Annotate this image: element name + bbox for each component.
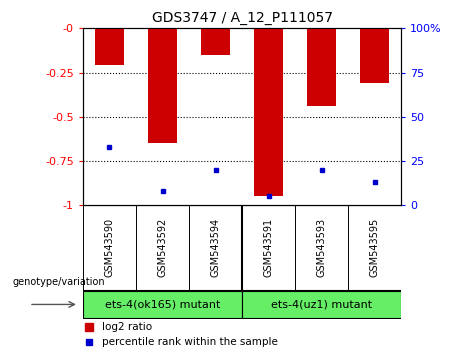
Bar [242, 291, 401, 318]
Text: percentile rank within the sample: percentile rank within the sample [102, 337, 278, 348]
Bar [360, 28, 389, 83]
Text: GSM543592: GSM543592 [158, 218, 167, 278]
Bar [148, 28, 177, 143]
Text: GSM543594: GSM543594 [211, 218, 220, 278]
Text: ets-4(uz1) mutant: ets-4(uz1) mutant [271, 299, 372, 309]
Title: GDS3747 / A_12_P111057: GDS3747 / A_12_P111057 [152, 11, 332, 24]
Text: genotype/variation: genotype/variation [12, 277, 105, 287]
Text: log2 ratio: log2 ratio [102, 321, 152, 332]
Bar [201, 28, 230, 55]
Bar [307, 28, 336, 106]
Text: GSM543593: GSM543593 [317, 218, 326, 278]
Text: GSM543591: GSM543591 [264, 218, 273, 278]
Text: GSM543595: GSM543595 [370, 218, 379, 278]
Bar [254, 28, 283, 196]
Text: GSM543590: GSM543590 [105, 218, 114, 278]
Text: ets-4(ok165) mutant: ets-4(ok165) mutant [105, 299, 220, 309]
Bar [95, 28, 124, 65]
Bar [83, 291, 242, 318]
